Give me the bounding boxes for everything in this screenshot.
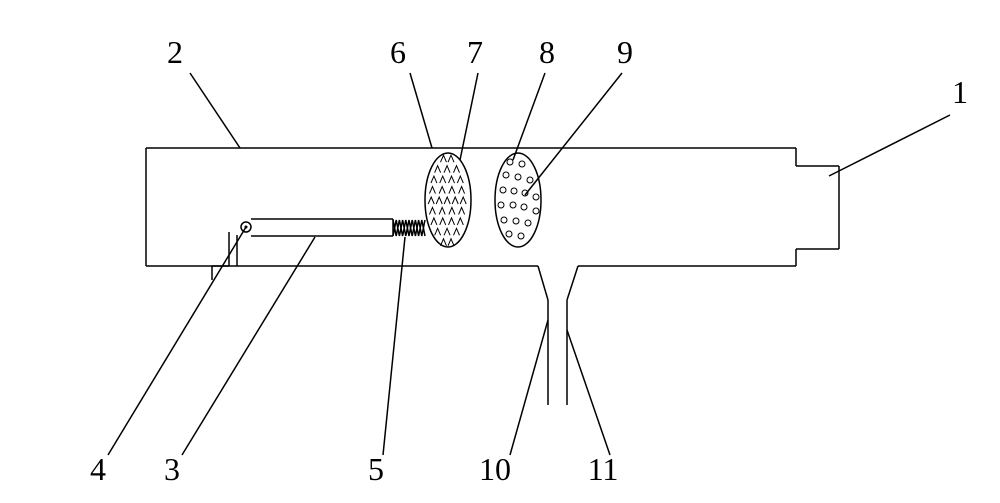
callout-label-1: 1	[952, 74, 968, 110]
dot-pattern	[498, 159, 539, 239]
technical-diagram: 1 2 6 7 8 9 4 3 5 10 11	[0, 0, 1000, 503]
callout-label-2: 2	[167, 34, 183, 70]
callout-label-3: 3	[164, 451, 180, 487]
perforated-plate	[495, 153, 541, 247]
callout-label-8: 8	[539, 34, 555, 70]
callout-label-5: 5	[368, 451, 384, 487]
callout-label-4: 4	[90, 451, 106, 487]
callout-label-6: 6	[390, 34, 406, 70]
callout-label-10: 10	[479, 451, 511, 487]
callout-label-7: 7	[467, 34, 483, 70]
callout-label-9: 9	[617, 34, 633, 70]
callout-label-11: 11	[588, 451, 619, 487]
spike-pattern	[428, 155, 466, 246]
